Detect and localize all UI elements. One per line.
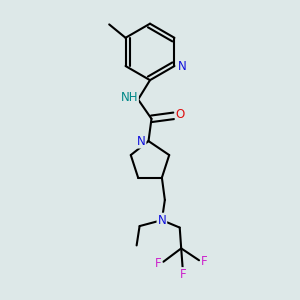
Text: N: N	[158, 214, 166, 226]
Text: F: F	[201, 255, 208, 268]
Text: NH: NH	[120, 92, 138, 104]
Text: N: N	[137, 135, 146, 148]
Text: N: N	[178, 59, 186, 73]
Text: F: F	[180, 268, 187, 281]
Text: O: O	[176, 108, 185, 122]
Text: F: F	[155, 257, 161, 270]
